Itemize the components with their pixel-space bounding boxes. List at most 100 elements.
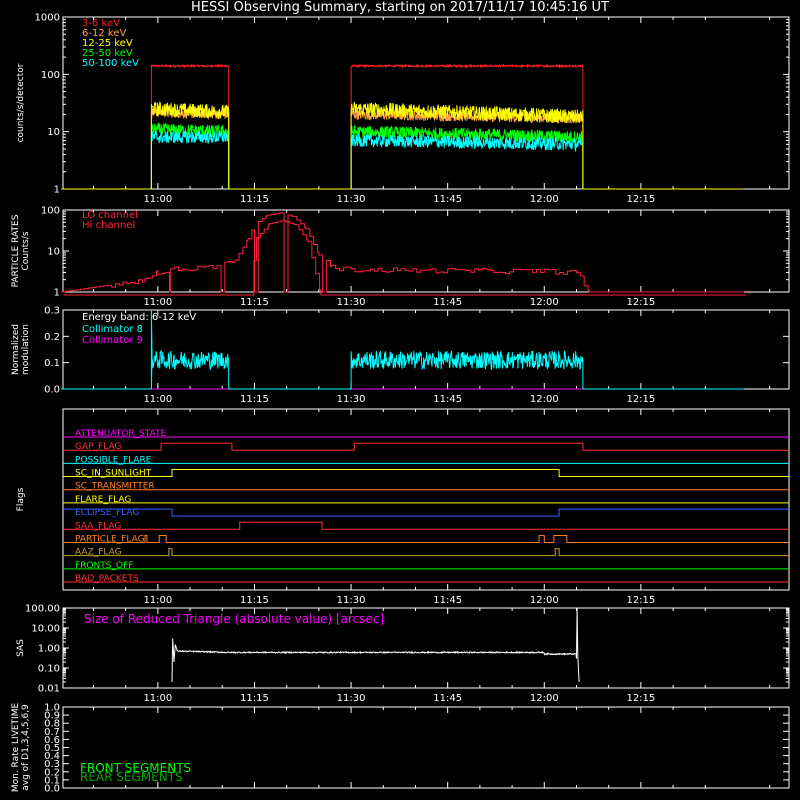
sas-y-tick-label: 0.01: [38, 684, 60, 695]
flag-label: POSSIBLE_FLARE: [75, 455, 152, 465]
sas-y-tick-label: 1.00: [38, 644, 60, 655]
livetime-ylabel: Mon. Rate LIVETIME: [11, 703, 21, 793]
particle-rates-y-tick-label: 10: [47, 247, 60, 258]
time-tick-label: 12:15: [626, 297, 655, 308]
sas-y-tick-label: 10.00: [31, 624, 60, 635]
flag-label: SAA_FLAG: [75, 521, 121, 531]
time-tick-label: 11:00: [143, 693, 172, 704]
time-tick-label: 12:00: [530, 194, 559, 205]
sas-panel: 11:00 11:15 11:30 11:45 12:00 12:15 0.01 0.10 1.…: [16, 604, 790, 704]
time-tick-label: 12:00: [530, 297, 559, 308]
sas-ylabel: SAS: [16, 639, 26, 657]
flag-line: [63, 508, 789, 517]
livetime-y-tick-label: 0.7: [44, 727, 60, 738]
count-rates-legend-entry: 50-100 keV: [82, 58, 139, 69]
count-rates-frame: [62, 16, 790, 190]
livetime-ylabel: avg of D1,3,4,5,6,9: [21, 704, 31, 791]
flag-label: SC_TRANSMITTER: [75, 482, 155, 492]
time-tick-label: 11:30: [337, 297, 366, 308]
time-tick-label: 12:15: [626, 595, 655, 606]
modulation-ylabel: Normalized: [11, 324, 21, 375]
livetime-legend-entry: FRONT SEGMENTS: [80, 761, 191, 775]
count-rate-series-5: [61, 129, 744, 190]
time-tick-label: 11:30: [337, 595, 366, 606]
livetime-y-tick-label: 1.0: [44, 703, 60, 714]
particle-rates-y-tick-label: 1: [54, 288, 60, 299]
count-rates-y-tick-label: 1: [54, 185, 60, 196]
count-rate-series-4: [61, 122, 744, 190]
particle-rates-frame: [62, 209, 790, 293]
flag-label: BAD_PACKETS: [75, 574, 139, 584]
particle-rate-series-lo: [61, 212, 744, 293]
count-rates-ylabel: counts/s/detector: [16, 63, 26, 142]
flag-label: ATTENUATOR_STATE: [75, 429, 167, 439]
time-tick-label: 11:30: [337, 394, 366, 405]
flag-line: [63, 535, 789, 543]
flags-panel: 11:00 11:15 11:30 11:45 12:00 12:15 Flags ATTEN…: [16, 408, 790, 606]
count-rates-legend-entry: 6-12 keV: [82, 28, 126, 39]
time-tick-label: 11:15: [240, 394, 269, 405]
count-rates-legend-entry: 3-6 keV: [82, 18, 120, 29]
time-tick-label: 11:00: [143, 595, 172, 606]
count-rates-legend-entry: 12-25 keV: [82, 38, 133, 49]
modulation-y-tick-label: 0.3: [44, 306, 60, 317]
modulation-legend-entry: Collimator 8: [82, 324, 143, 335]
time-tick-label: 11:15: [240, 693, 269, 704]
livetime-y-tick-label: 0.8: [44, 719, 60, 730]
livetime-y-tick-label: 0.4: [44, 751, 60, 762]
flag-line: [63, 521, 789, 530]
count-rates-y-tick-label: 10: [47, 127, 60, 138]
flag-label: FLARE_FLAG: [75, 495, 131, 505]
modulation-y-tick-label: 0.1: [44, 358, 60, 369]
modulation-series-collimator-8: [61, 309, 744, 390]
livetime-y-tick-label: 0.1: [44, 775, 60, 786]
livetime-panel: 0.00.10.20.30.40.50.60.70.80.91.0 Mon. Ra…: [11, 703, 790, 795]
time-tick-label: 12:15: [626, 194, 655, 205]
livetime-y-tick-label: 0.9: [44, 711, 60, 722]
count-rates-legend-entry: 25-50 keV: [82, 48, 133, 59]
particle-rates-ylabel: Counts/s: [21, 231, 31, 270]
flag-label: AAZ_FLAG: [75, 548, 122, 558]
particle-rate-series-hi: [63, 220, 746, 296]
particle-rates-panel: 11:00 11:15 11:30 11:45 12:00 12:15 1 10 100 PART…: [11, 206, 790, 308]
flag-label: ECLIPSE_FLAG: [75, 508, 139, 518]
count-rate-series-3: [61, 101, 744, 190]
time-tick-label: 11:15: [240, 194, 269, 205]
time-tick-label: 12:00: [530, 595, 559, 606]
livetime-y-tick-label: 0.2: [44, 767, 60, 778]
count-rate-series-2: [61, 105, 744, 190]
particle-rates-ylabel: PARTICLE RATES: [11, 214, 21, 287]
count-rates-y-tick-label: 100: [41, 70, 60, 81]
time-tick-label: 12:15: [626, 394, 655, 405]
time-tick-label: 11:00: [143, 394, 172, 405]
time-tick-label: 11:30: [337, 693, 366, 704]
sas-series: [171, 607, 580, 683]
particle-rates-legend-entry: HI channel: [82, 220, 135, 231]
time-tick-label: 11:00: [143, 194, 172, 205]
modulation-annotation: Energy band: 6-12 keV: [82, 312, 196, 323]
sas-annotation: Size of Reduced Triangle (absolute value…: [84, 612, 384, 626]
livetime-y-tick-label: 0.0: [44, 784, 60, 795]
livetime-y-tick-label: 0.3: [44, 759, 60, 770]
flag-line: [63, 442, 789, 451]
flag-label: PARTICLE_FLAG: [75, 534, 145, 544]
time-tick-label: 11:15: [240, 297, 269, 308]
flags-ylabel: Flags: [16, 487, 26, 511]
time-tick-label: 11:45: [433, 693, 462, 704]
time-tick-label: 11:45: [433, 297, 462, 308]
flags-frame: [62, 408, 790, 591]
modulation-legend-entry: Collimator 9: [82, 335, 143, 346]
livetime-y-tick-label: 0.5: [44, 743, 60, 754]
livetime-y-tick-label: 0.6: [44, 735, 60, 746]
time-tick-label: 11:00: [143, 297, 172, 308]
flag-line: [63, 469, 789, 477]
count-rate-series-1: [61, 63, 744, 190]
modulation-panel: 11:00 11:15 11:30 11:45 12:00 12:15 0.0 0.1 0.2 0…: [11, 306, 790, 405]
sas-y-tick-label: 0.10: [38, 664, 60, 675]
page-title: HESSI Observing Summary, starting on 201…: [191, 0, 609, 15]
particle-rates-legend-entry: LO channel: [82, 210, 138, 221]
count-rates-y-tick-label: 1000: [35, 13, 60, 24]
time-tick-label: 12:00: [530, 693, 559, 704]
time-tick-label: 11:45: [433, 595, 462, 606]
particle-rates-y-tick-label: 100: [41, 206, 60, 217]
